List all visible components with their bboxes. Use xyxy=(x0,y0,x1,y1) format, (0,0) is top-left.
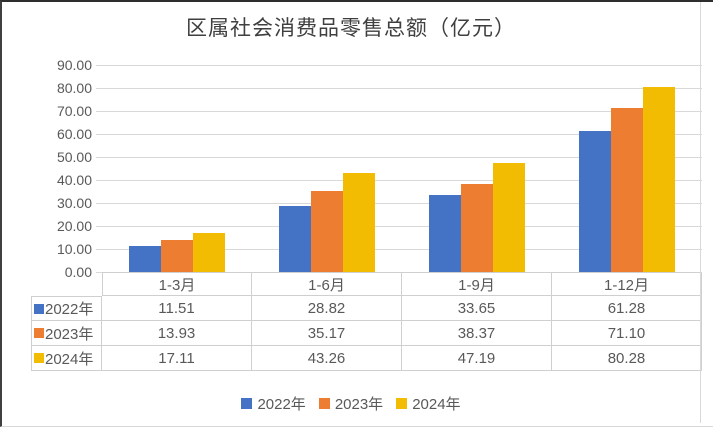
table-row-label-2022年: 2022年 xyxy=(31,296,102,321)
table-value-2023年-1-12月: 71.10 xyxy=(552,321,702,346)
y-axis-tick-label: 60.00 xyxy=(56,126,92,142)
gridline xyxy=(96,110,702,112)
data-table: 1-3月 1-6月 1-9月 1-12月 2022年 11.51 28.82 33.65 61.… xyxy=(31,272,702,371)
table-value-2024年-1-3月: 17.11 xyxy=(102,346,252,371)
bar-2023年-1-3月 xyxy=(161,239,193,272)
legend-swatch-icon xyxy=(318,398,330,409)
gridline xyxy=(96,225,702,227)
table-value-2023年-1-6月: 35.17 xyxy=(252,321,402,346)
bar-2023年-1-12月 xyxy=(611,108,643,272)
gridline xyxy=(96,156,702,158)
y-axis-tick-label: 10.00 xyxy=(56,241,92,257)
legend-key-icon xyxy=(34,353,44,363)
chart-title: 区属社会消费品零售总额（亿元） xyxy=(186,16,516,40)
legend-label: 2024年 xyxy=(412,396,461,413)
bar-2023年-1-6月 xyxy=(311,191,343,272)
series-name: 2024年 xyxy=(45,350,94,368)
table-value-2024年-1-9月: 47.19 xyxy=(402,346,552,371)
gridline xyxy=(96,202,702,204)
table-value-2022年-1-12月: 61.28 xyxy=(552,296,702,321)
legend-item-2024年: 2024年 xyxy=(396,393,461,414)
table-header-1-3月: 1-3月 xyxy=(102,272,252,296)
bar-2024年-1-9月 xyxy=(493,163,525,272)
y-axis-tick-label: 30.00 xyxy=(56,195,92,211)
bar-2024年-1-6月 xyxy=(343,172,375,272)
table-value-2022年-1-9月: 33.65 xyxy=(402,296,552,321)
plot-area: 0.00 10.00 20.00 30.00 40.00 50.00 60.00 70.00 8… xyxy=(57,57,702,280)
table-value-2022年-1-3月: 11.51 xyxy=(102,296,252,321)
legend-item-2023年: 2023年 xyxy=(318,393,384,414)
y-axis-tick-label: 80.00 xyxy=(56,80,92,96)
table-corner-cell xyxy=(31,272,102,296)
series-name: 2023年 xyxy=(45,325,94,343)
chart-border-right xyxy=(700,2,701,423)
legend: 2022年 2023年 2024年 xyxy=(2,393,700,414)
gridline xyxy=(96,133,702,135)
table-header-1-9月: 1-9月 xyxy=(402,272,552,296)
y-axis-tick-label: 50.00 xyxy=(56,149,92,165)
legend-key-icon xyxy=(34,303,44,314)
y-axis-tick-label: 40.00 xyxy=(56,172,92,188)
gridline xyxy=(96,64,702,66)
table-row-label-2024年: 2024年 xyxy=(31,346,102,371)
y-axis-tick-label: 20.00 xyxy=(56,218,92,234)
gridline xyxy=(96,179,702,181)
table-value-2023年-1-3月: 13.93 xyxy=(102,321,252,346)
bar-2022年-1-3月 xyxy=(129,245,161,272)
legend-label: 2023年 xyxy=(334,396,384,413)
table-value-2022年-1-6月: 28.82 xyxy=(252,296,402,321)
legend-item-2022年: 2022年 xyxy=(241,393,306,414)
table-header-1-6月: 1-6月 xyxy=(252,272,402,296)
legend-label: 2022年 xyxy=(257,396,306,413)
bar-2022年-1-6月 xyxy=(279,205,311,272)
y-axis-tick-label: 90.00 xyxy=(56,57,92,73)
table-header-1-12月: 1-12月 xyxy=(552,272,702,296)
bar-2022年-1-12月 xyxy=(579,131,611,272)
y-axis-tick-label: 70.00 xyxy=(56,103,92,119)
bar-2023年-1-9月 xyxy=(461,183,493,272)
legend-swatch-icon xyxy=(396,398,408,409)
y-axis-tick-label: 0.00 xyxy=(64,264,92,280)
legend-swatch-icon xyxy=(241,398,253,409)
table-value-2023年-1-9月: 38.37 xyxy=(402,321,552,346)
series-name: 2022年 xyxy=(45,301,94,318)
bar-2024年-1-3月 xyxy=(193,232,225,272)
bar-2024年-1-12月 xyxy=(643,87,675,272)
gridline xyxy=(96,87,702,89)
legend-key-icon xyxy=(34,328,44,338)
table-row-label-2023年: 2023年 xyxy=(31,321,102,346)
gridline xyxy=(96,248,702,250)
table-value-2024年-1-12月: 80.28 xyxy=(552,346,702,371)
table-value-2024年-1-6月: 43.26 xyxy=(252,346,402,371)
bar-2022年-1-9月 xyxy=(429,194,461,272)
